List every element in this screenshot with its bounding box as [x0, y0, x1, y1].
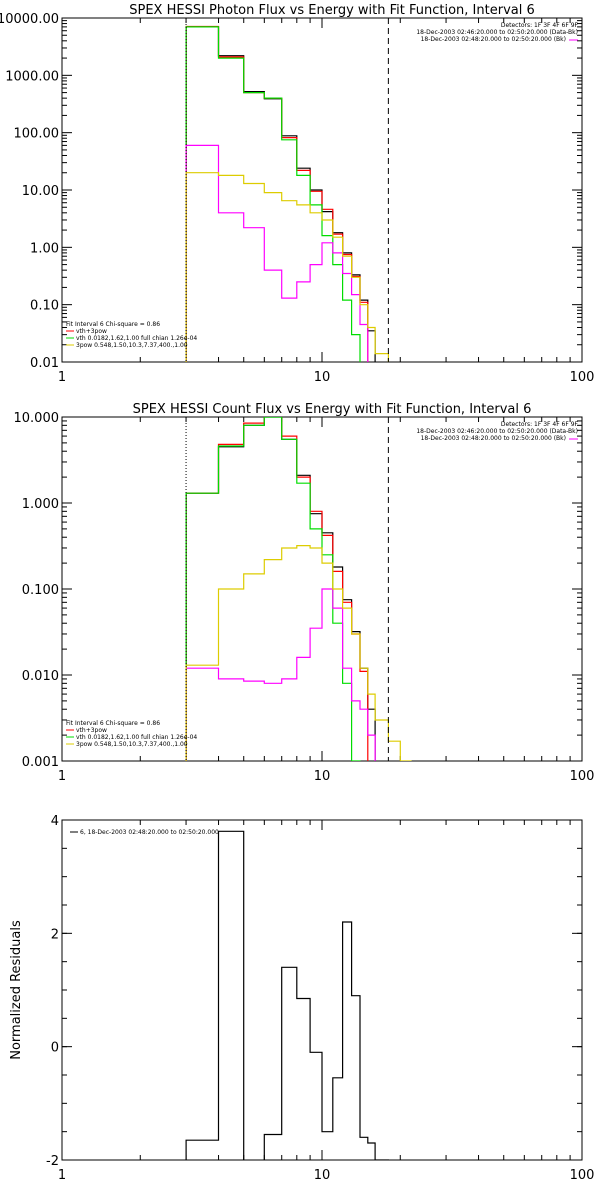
series-power-law [185, 144, 369, 362]
series-data [185, 417, 376, 761]
x-tick-label: 100 [570, 769, 595, 784]
legend-item: 3pow 0.548,1.50,10.3,7.37,400.,1.00 [76, 741, 188, 748]
info-line: 18-Dec-2003 02:46:20.000 to 02:50:20.000… [416, 428, 578, 435]
y-tick-label: 4 [51, 814, 59, 829]
series-residuals [185, 830, 389, 1160]
series-group [185, 417, 412, 761]
legend-item: 6, 18-Dec-2003 02:48:20.000 to 02:50:20.… [80, 829, 219, 836]
series-group [185, 830, 389, 1160]
info-line: 18-Dec-2003 02:48:20.000 to 02:50:20.000… [421, 435, 566, 442]
legend-title: Fit Interval 6 Chi-square = 0.86 [66, 720, 160, 727]
legend-item: vth+3pow [76, 328, 107, 335]
legend-item: vth 0.0182,1.62,1.00 full chian 1.26e-04 [76, 335, 197, 342]
series-total [185, 417, 369, 761]
info-line: Detectors: 1F 3F 4F 6F 9F [501, 22, 579, 29]
legend-title: Fit Interval 6 Chi-square = 0.86 [66, 321, 160, 328]
residuals-panel: 1 10 100 -2 0 2 4 Normalized Residuals 6, 18-Dec… [9, 814, 595, 1183]
x-tick-label: 1 [58, 370, 66, 385]
y-tick-label: 1.000 [22, 497, 59, 512]
y-tick-label: 2 [51, 927, 59, 942]
x-tick-label: 100 [570, 370, 595, 385]
chart-title: SPEX HESSI Count Flux vs Energy with Fit… [133, 402, 532, 417]
x-tick-label: 1 [58, 1168, 66, 1183]
legend-item: vth+3pow [76, 727, 107, 734]
info-line: Detectors: 1F 3F 4F 6F 9F [501, 421, 579, 428]
y-tick-label: 100.00 [14, 127, 60, 142]
info-line: 18-Dec-2003 02:46:20.000 to 02:50:20.000… [416, 29, 578, 36]
series-power-law-2 [185, 545, 412, 761]
y-tick-label: 0.001 [22, 755, 59, 770]
legend-item: vth 0.0182,1.62,1.00 full chian 1.26e-04 [76, 734, 197, 741]
series-thermal [185, 26, 361, 362]
series-power-law-2 [185, 172, 389, 362]
x-tick-label: 1 [58, 769, 66, 784]
legend-item: 3pow 0.548,1.50,10.3,7.37,400.,1.00 [76, 342, 188, 349]
series-total [185, 25, 369, 362]
y-tick-label: 0 [51, 1041, 59, 1056]
chart-title: SPEX HESSI Photon Flux vs Energy with Fi… [129, 3, 535, 18]
photon-flux-panel: SPEX HESSI Photon Flux vs Energy with Fi… [0, 3, 594, 385]
y-tick-label: -2 [46, 1154, 59, 1169]
x-tick-label: 100 [570, 1168, 595, 1183]
y-tick-label: 10.000 [14, 411, 60, 426]
series-power-law [185, 588, 376, 761]
y-tick-label: 10.00 [22, 184, 59, 199]
x-tick-label: 10 [314, 769, 331, 784]
y-tick-label: 0.01 [30, 356, 59, 371]
series-group [185, 25, 389, 362]
info-line: 18-Dec-2003 02:48:20.000 to 02:50:20.000… [421, 36, 566, 43]
x-tick-label: 10 [314, 370, 331, 385]
y-tick-label: 0.010 [22, 669, 59, 684]
x-tick-label: 10 [314, 1168, 331, 1183]
series-thermal [185, 417, 361, 761]
y-tick-label: 1000.00 [5, 69, 59, 84]
y-tick-label: 0.100 [22, 583, 59, 598]
y-tick-label: 10000.00 [0, 12, 59, 27]
series-data [185, 26, 376, 362]
count-flux-panel: SPEX HESSI Count Flux vs Energy with Fit… [14, 402, 595, 784]
y-axis-label: Normalized Residuals [9, 920, 24, 1060]
y-tick-label: 1.00 [30, 241, 59, 256]
y-tick-label: 0.10 [30, 299, 59, 314]
